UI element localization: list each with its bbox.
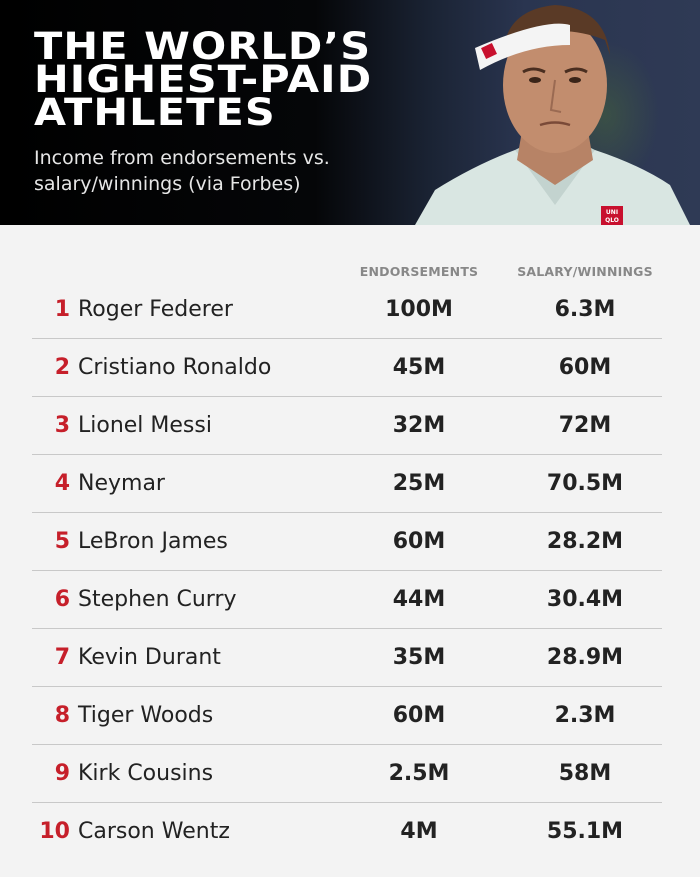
rank: 5 <box>54 529 70 554</box>
row-divider <box>32 628 662 629</box>
endorsements-value: 45M <box>392 355 446 380</box>
column-header-endorsements: ENDORSEMENTS <box>359 264 479 279</box>
table-row: 2 Cristiano Ronaldo 45M 60M <box>32 339 662 397</box>
endorsements-value: 60M <box>392 703 446 728</box>
salary-value: 55.1M <box>546 819 624 844</box>
table-row: 6 Stephen Curry 44M 30.4M <box>32 571 662 629</box>
rank: 8 <box>54 703 70 728</box>
rank: 7 <box>54 645 70 670</box>
salary-value: 30.4M <box>546 587 624 612</box>
subtitle-line-2: salary/winnings (via Forbes) <box>34 173 301 195</box>
salary-value: 28.9M <box>546 645 624 670</box>
row-divider <box>32 338 662 339</box>
rank: 1 <box>54 297 70 322</box>
athlete-name: Lionel Messi <box>78 413 212 438</box>
athlete-photo: UNI QLO <box>415 5 690 225</box>
salary-value: 60M <box>558 355 612 380</box>
page-title: THE WORLD’S HIGHEST-PAID ATHLETES <box>34 28 373 131</box>
endorsements-value: 25M <box>392 471 446 496</box>
endorsements-value: 4M <box>400 819 438 844</box>
athlete-name: Kirk Cousins <box>78 761 214 786</box>
athlete-name: Roger Federer <box>78 297 233 322</box>
subtitle-line-1: Income from endorsements vs. <box>34 147 330 169</box>
endorsements-value: 32M <box>392 413 446 438</box>
salary-value: 58M <box>558 761 612 786</box>
athlete-name: Stephen Curry <box>78 587 237 612</box>
table-row: 7 Kevin Durant 35M 28.9M <box>32 629 662 687</box>
rank: 3 <box>54 413 70 438</box>
salary-value: 2.3M <box>554 703 616 728</box>
salary-value: 6.3M <box>554 297 616 322</box>
salary-value: 72M <box>558 413 612 438</box>
row-divider <box>32 396 662 397</box>
rank: 6 <box>54 587 70 612</box>
table-row: 4 Neymar 25M 70.5M <box>32 455 662 513</box>
row-divider <box>32 802 662 803</box>
endorsements-value: 44M <box>392 587 446 612</box>
rank: 9 <box>54 761 70 786</box>
athlete-name: Neymar <box>78 471 165 496</box>
table-row: 9 Kirk Cousins 2.5M 58M <box>32 745 662 803</box>
salary-value: 70.5M <box>546 471 624 496</box>
salary-value: 28.2M <box>546 529 624 554</box>
athlete-name: Carson Wentz <box>78 819 230 844</box>
row-divider <box>32 744 662 745</box>
endorsements-value: 2.5M <box>388 761 450 786</box>
table-row: 3 Lionel Messi 32M 72M <box>32 397 662 455</box>
table-row: 5 LeBron James 60M 28.2M <box>32 513 662 571</box>
rank: 4 <box>54 471 70 496</box>
endorsements-value: 60M <box>392 529 446 554</box>
rank: 2 <box>54 355 70 380</box>
column-header-salary-winnings: SALARY/WINNINGS <box>517 264 653 279</box>
svg-text:QLO: QLO <box>605 217 619 224</box>
title-line-3: ATHLETES <box>34 91 276 134</box>
table-row: 8 Tiger Woods 60M 2.3M <box>32 687 662 745</box>
athlete-name: Tiger Woods <box>78 703 214 728</box>
row-divider <box>32 512 662 513</box>
row-divider <box>32 686 662 687</box>
header-banner: THE WORLD’S HIGHEST-PAID ATHLETES Income… <box>0 0 700 225</box>
athlete-name: LeBron James <box>78 529 228 554</box>
svg-text:UNI: UNI <box>606 209 618 216</box>
endorsements-value: 100M <box>385 297 453 322</box>
title-line-2: HIGHEST-PAID <box>34 58 373 101</box>
table-row: 10 Carson Wentz 4M 55.1M <box>32 803 662 861</box>
row-divider <box>32 570 662 571</box>
endorsements-value: 35M <box>392 645 446 670</box>
athlete-name: Kevin Durant <box>78 645 221 670</box>
table-row: 1 Roger Federer 100M 6.3M <box>32 281 662 339</box>
athlete-name: Cristiano Ronaldo <box>78 355 272 380</box>
title-line-1: THE WORLD’S <box>34 25 372 68</box>
subtitle: Income from endorsements vs. salary/winn… <box>34 145 330 197</box>
row-divider <box>32 454 662 455</box>
rank: 10 <box>39 819 70 844</box>
